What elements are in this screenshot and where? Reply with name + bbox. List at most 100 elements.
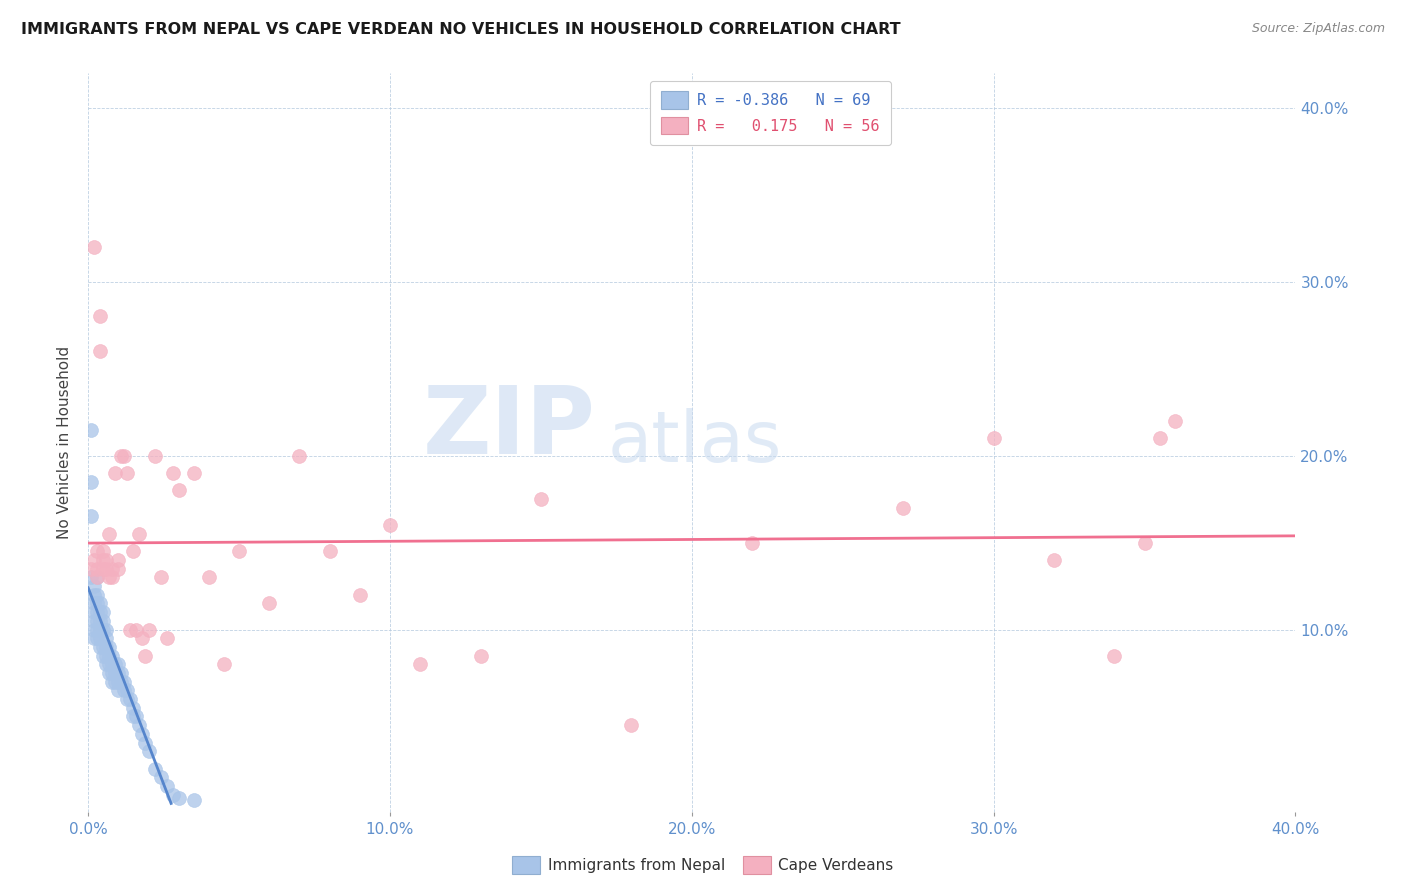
Point xyxy=(86,623,108,637)
Point xyxy=(112,683,135,698)
Point xyxy=(101,665,124,680)
Point xyxy=(228,544,250,558)
Point xyxy=(91,623,114,637)
Point xyxy=(120,623,142,637)
Text: Source: ZipAtlas.com: Source: ZipAtlas.com xyxy=(1251,22,1385,36)
Point xyxy=(96,631,118,645)
Point xyxy=(98,527,121,541)
Point xyxy=(101,570,124,584)
Point xyxy=(257,596,280,610)
Point xyxy=(117,692,139,706)
Point xyxy=(91,544,114,558)
Point xyxy=(1149,431,1171,445)
Point xyxy=(101,648,124,663)
Text: IMMIGRANTS FROM NEPAL VS CAPE VERDEAN NO VEHICLES IN HOUSEHOLD CORRELATION CHART: IMMIGRANTS FROM NEPAL VS CAPE VERDEAN NO… xyxy=(21,22,901,37)
Point xyxy=(80,423,103,437)
Point xyxy=(80,509,103,524)
Point xyxy=(104,657,127,672)
Point xyxy=(96,657,118,672)
Point xyxy=(741,535,763,549)
Legend: Immigrants from Nepal, Cape Verdeans: Immigrants from Nepal, Cape Verdeans xyxy=(506,850,900,880)
Point xyxy=(91,648,114,663)
Point xyxy=(143,762,166,776)
Legend: R = -0.386   N = 69, R =   0.175   N = 56: R = -0.386 N = 69, R = 0.175 N = 56 xyxy=(650,80,890,145)
Point xyxy=(86,588,108,602)
Point xyxy=(89,623,111,637)
Point xyxy=(101,674,124,689)
Point xyxy=(104,665,127,680)
Point xyxy=(107,674,129,689)
Point xyxy=(98,570,121,584)
Point xyxy=(98,665,121,680)
Point xyxy=(80,570,103,584)
Point xyxy=(122,709,145,723)
Point xyxy=(80,562,103,576)
Point xyxy=(183,466,205,480)
Point xyxy=(162,466,184,480)
Point xyxy=(378,518,401,533)
Point xyxy=(349,588,371,602)
Point xyxy=(409,657,432,672)
Point xyxy=(156,631,179,645)
Point xyxy=(98,648,121,663)
Point xyxy=(530,492,553,507)
Point xyxy=(107,683,129,698)
Point xyxy=(101,562,124,576)
Point xyxy=(86,614,108,628)
Point xyxy=(89,596,111,610)
Point xyxy=(470,648,492,663)
Point xyxy=(96,553,118,567)
Point xyxy=(98,640,121,654)
Point xyxy=(89,344,111,359)
Point xyxy=(110,449,132,463)
Point xyxy=(91,640,114,654)
Point xyxy=(83,631,105,645)
Point xyxy=(86,544,108,558)
Point xyxy=(156,779,179,793)
Point xyxy=(83,579,105,593)
Point xyxy=(86,570,108,584)
Point xyxy=(143,449,166,463)
Point xyxy=(89,605,111,619)
Point xyxy=(110,674,132,689)
Point xyxy=(117,683,139,698)
Point xyxy=(107,553,129,567)
Point xyxy=(86,605,108,619)
Point xyxy=(83,623,105,637)
Point xyxy=(83,614,105,628)
Point xyxy=(167,791,190,805)
Point xyxy=(1133,535,1156,549)
Text: ZIP: ZIP xyxy=(422,382,595,474)
Point xyxy=(131,727,153,741)
Point xyxy=(120,692,142,706)
Point xyxy=(83,240,105,254)
Point xyxy=(983,431,1005,445)
Point xyxy=(89,614,111,628)
Point xyxy=(620,718,643,732)
Point xyxy=(83,553,105,567)
Point xyxy=(212,657,235,672)
Point xyxy=(318,544,340,558)
Point xyxy=(167,483,190,498)
Point xyxy=(891,500,914,515)
Point xyxy=(134,648,156,663)
Point xyxy=(104,674,127,689)
Point xyxy=(1164,414,1187,428)
Point xyxy=(107,665,129,680)
Point xyxy=(83,596,105,610)
Point xyxy=(89,631,111,645)
Point xyxy=(125,623,148,637)
Point xyxy=(107,562,129,576)
Point xyxy=(122,700,145,714)
Point xyxy=(101,657,124,672)
Point xyxy=(96,562,118,576)
Point xyxy=(162,788,184,802)
Point xyxy=(96,648,118,663)
Point xyxy=(80,475,103,489)
Point xyxy=(134,735,156,749)
Point xyxy=(1104,648,1126,663)
Point xyxy=(125,709,148,723)
Point xyxy=(183,793,205,807)
Point xyxy=(117,466,139,480)
Point xyxy=(89,310,111,324)
